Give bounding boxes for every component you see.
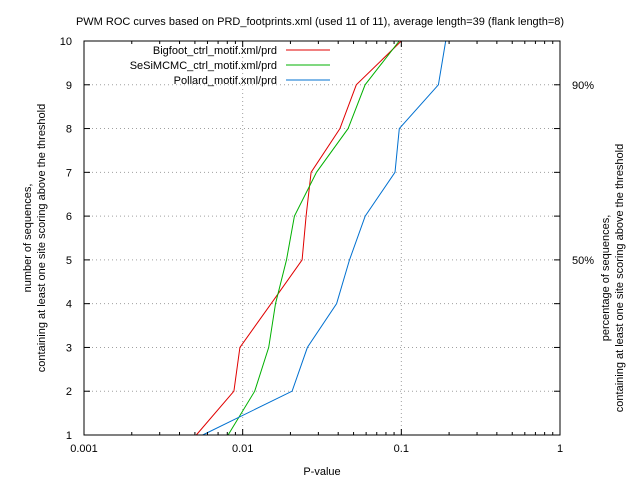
x-tick-label: 1 bbox=[557, 443, 563, 455]
y-tick-label: 7 bbox=[66, 167, 72, 179]
x-tick-label: 0.1 bbox=[394, 443, 409, 455]
y-tick-label: 9 bbox=[66, 80, 72, 92]
y-tick-label: 10 bbox=[60, 36, 72, 48]
legend-label: Pollard_motif.xml/prd bbox=[174, 75, 277, 87]
chart-title: PWM ROC curves based on PRD_footprints.x… bbox=[76, 16, 564, 28]
y-tick-label: 6 bbox=[66, 211, 72, 223]
y-axis-label-line-2: containing at least one site scoring abo… bbox=[36, 104, 48, 372]
y2-tick-label: 50% bbox=[572, 255, 594, 267]
y-tick-label: 5 bbox=[66, 255, 72, 267]
y2-tick-label: 90% bbox=[572, 80, 594, 92]
axis-ticks: 1 2 3 4 5 6 7 8 9 10 50% 90% 0.001 0.01 0.1 1 bbox=[60, 36, 594, 455]
legend: Bigfoot_ctrl_motif.xml/prd SeSiMCMC_ctrl_… bbox=[130, 45, 330, 87]
y-tick-label: 8 bbox=[66, 124, 72, 136]
x-tick-label: 0.01 bbox=[232, 443, 253, 455]
y-tick-label: 3 bbox=[66, 342, 72, 354]
y-tick-label: 4 bbox=[66, 299, 72, 311]
x-tick-label: 0.001 bbox=[70, 443, 98, 455]
y2-axis-label: percentage of sequences, containing at l… bbox=[600, 144, 626, 412]
series-line-2 bbox=[228, 41, 399, 435]
plot-frame bbox=[84, 41, 560, 435]
series-line-1 bbox=[196, 41, 401, 435]
y-tick-label: 1 bbox=[66, 430, 72, 442]
y2-axis-label-line-1: percentage of sequences, bbox=[600, 215, 612, 342]
legend-label: Bigfoot_ctrl_motif.xml/prd bbox=[153, 45, 277, 57]
series-lines bbox=[196, 41, 445, 435]
y-axis-label-line-1: number of sequences, bbox=[22, 184, 34, 293]
series-line-3 bbox=[203, 41, 446, 435]
y2-axis-label-line-2: containing at least one site scoring abo… bbox=[614, 144, 626, 412]
legend-label: SeSiMCMC_ctrl_motif.xml/prd bbox=[130, 60, 277, 72]
x-axis-label: P-value bbox=[303, 466, 340, 478]
grid bbox=[84, 41, 560, 435]
y-axis-label: number of sequences, containing at least… bbox=[22, 104, 48, 372]
y-tick-label: 2 bbox=[66, 386, 72, 398]
